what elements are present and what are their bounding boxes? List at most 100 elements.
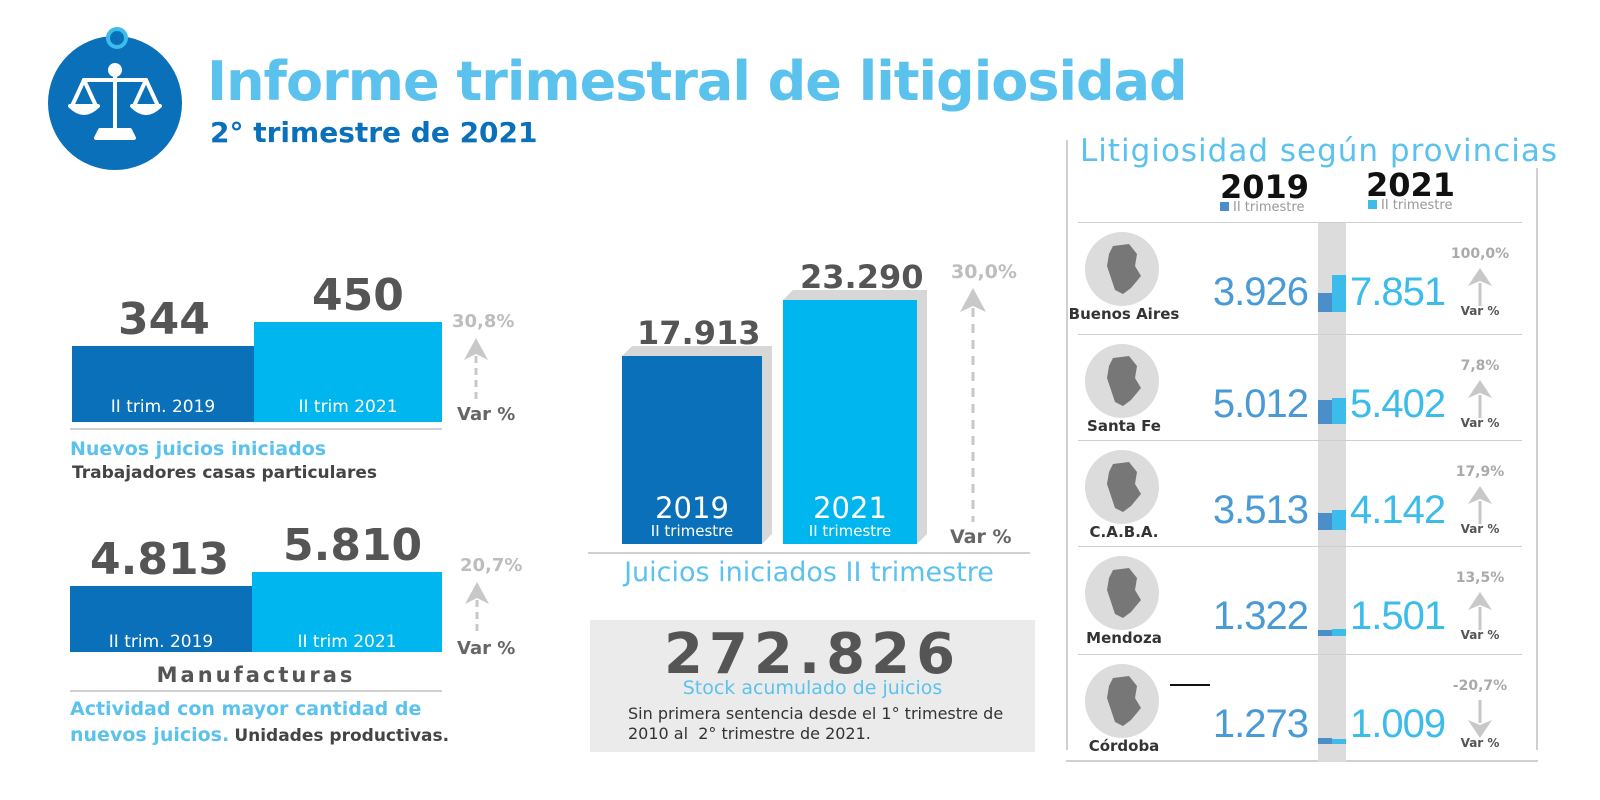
province-name: C.A.B.A. [1089, 523, 1159, 541]
province-name: Santa Fe [1087, 417, 1161, 435]
category-label-2021: II trim 2021 [298, 397, 398, 417]
variation-label: Var % [1460, 416, 1500, 430]
mini-bar-2021 [1332, 398, 1346, 424]
province-map-icon [1085, 232, 1159, 306]
sublabel-text: II trimestre [1381, 198, 1453, 213]
legend-swatch-2021 [1368, 200, 1377, 209]
variation-value: -20,7% [1452, 678, 1508, 694]
stock-note-line-1: Sin primera sentencia desde el 1° trimes… [628, 704, 1004, 723]
scales-of-justice-icon [68, 63, 162, 140]
value-label-2021: 23.290 [800, 258, 924, 296]
row-divider [1078, 440, 1522, 441]
arrow-up-icon [960, 288, 986, 522]
arrow-up-icon [1468, 592, 1492, 630]
province-shape [1107, 244, 1141, 294]
category-label-2021: II trim 2021 [297, 632, 397, 652]
year-sublabel: II trimestre [808, 522, 892, 540]
value-label-2021: 450 [312, 270, 404, 321]
legend-swatch-2019 [1220, 202, 1229, 211]
column-sublabel-2019: II trimestre [1220, 200, 1304, 215]
panel-right-border [1536, 168, 1538, 750]
variation-label: Var % [1460, 304, 1500, 318]
mini-bar-2021 [1332, 629, 1346, 636]
center-gray-band [1318, 222, 1346, 762]
page-title: Informe trimestral de litigiosidad [207, 50, 1188, 113]
category-label-2019: II trim. 2019 [110, 397, 216, 417]
divider [588, 552, 1030, 554]
province-name: Buenos Aires [1068, 305, 1180, 323]
divider [70, 428, 442, 430]
bar-2021 [254, 322, 442, 422]
stock-value: 272.826 [663, 622, 962, 687]
category-label-2019: 2019 II trimestre [622, 494, 762, 539]
variation-label: Var % [950, 526, 1012, 548]
mini-bar-2021 [1332, 275, 1346, 312]
year-label: 2021 [813, 491, 887, 525]
value-2019: 1.273 [1212, 702, 1309, 746]
value-2019: 1.322 [1212, 594, 1309, 638]
value-label-2019: 4.813 [90, 534, 230, 585]
variation-value: 17,9% [1455, 464, 1505, 480]
column-sublabel-2021: II trimestre [1368, 198, 1452, 213]
mini-bar-2019 [1318, 293, 1332, 312]
arrow-up-icon [1468, 268, 1492, 306]
stock-title: Stock acumulado de juicios [682, 677, 943, 699]
decorative-dash [1170, 684, 1210, 686]
value-label-2019: 17.913 [637, 314, 761, 352]
column-header-2019: 2019 [1220, 168, 1310, 206]
row-divider [1078, 546, 1522, 547]
year-sublabel: II trimestre [650, 522, 734, 540]
category-label-2021: 2021 II trimestre [783, 494, 917, 539]
arrow-down-icon [1468, 700, 1492, 738]
variation-label: Var % [1460, 522, 1500, 536]
province-shape [1107, 356, 1141, 406]
mini-bar-2021 [1332, 510, 1346, 530]
chart-title: Nuevos juicios iniciados [70, 438, 327, 460]
mini-bar-2021 [1332, 739, 1346, 744]
bar-2021 [783, 300, 917, 544]
bar-2019 [70, 586, 252, 652]
chart-title: Manufacturas [156, 663, 356, 687]
value-2021: 5.402 [1350, 382, 1446, 426]
variation-value: 30,8% [452, 311, 515, 332]
province-shape [1107, 676, 1141, 726]
page-subtitle: 2° trimestre de 2021 [210, 116, 538, 149]
province-map-icon [1085, 664, 1159, 738]
variation-value: 13,5% [1455, 570, 1505, 586]
category-label-2019: II trim. 2019 [108, 632, 214, 652]
chart-subtitle: Trabajadores casas particulares [72, 463, 377, 483]
variation-value: 30,0% [951, 261, 1017, 283]
arrow-up-icon [465, 582, 489, 636]
province-map-icon [1085, 450, 1159, 524]
sublabel-text: II trimestre [1233, 200, 1305, 215]
value-label-2021: 5.810 [283, 520, 423, 571]
variation-label: Var % [1460, 628, 1500, 642]
province-shape [1107, 568, 1141, 618]
stock-note-line-2: 2010 al 2° trimestre de 2021. [628, 724, 871, 743]
value-2021: 1.501 [1350, 594, 1446, 638]
panel-title: Litigiosidad según provincias [1080, 133, 1559, 169]
bar-2019 [72, 346, 254, 422]
mini-bar-2019 [1318, 513, 1332, 530]
year-label: 2019 [655, 491, 729, 525]
province-map-icon [1085, 344, 1159, 418]
variation-value: 20,7% [460, 555, 523, 576]
caption-line-1: Actividad con mayor cantidad de [70, 698, 422, 720]
variation-value: 100,0% [1450, 246, 1510, 262]
arrow-up-icon [1468, 486, 1492, 524]
value-2021: 4.142 [1350, 488, 1446, 532]
value-2019: 3.513 [1212, 488, 1309, 532]
panel-bottom-border [1066, 760, 1538, 762]
logo-badge [48, 36, 182, 170]
row-divider [1078, 334, 1522, 335]
value-2021: 1.009 [1350, 702, 1446, 746]
caption-dark-part: Unidades productivas. [234, 726, 450, 746]
province-name: Córdoba [1088, 737, 1160, 755]
caption-blue-part: nuevos juicios. [70, 724, 230, 746]
arrow-up-icon [1468, 380, 1492, 418]
caption-line-2: nuevos juicios. Unidades productivas. [70, 724, 449, 746]
mini-bar-2019 [1318, 738, 1332, 744]
variation-label: Var % [457, 404, 516, 425]
divider [70, 690, 442, 692]
variation-value: 7,8% [1460, 358, 1500, 374]
